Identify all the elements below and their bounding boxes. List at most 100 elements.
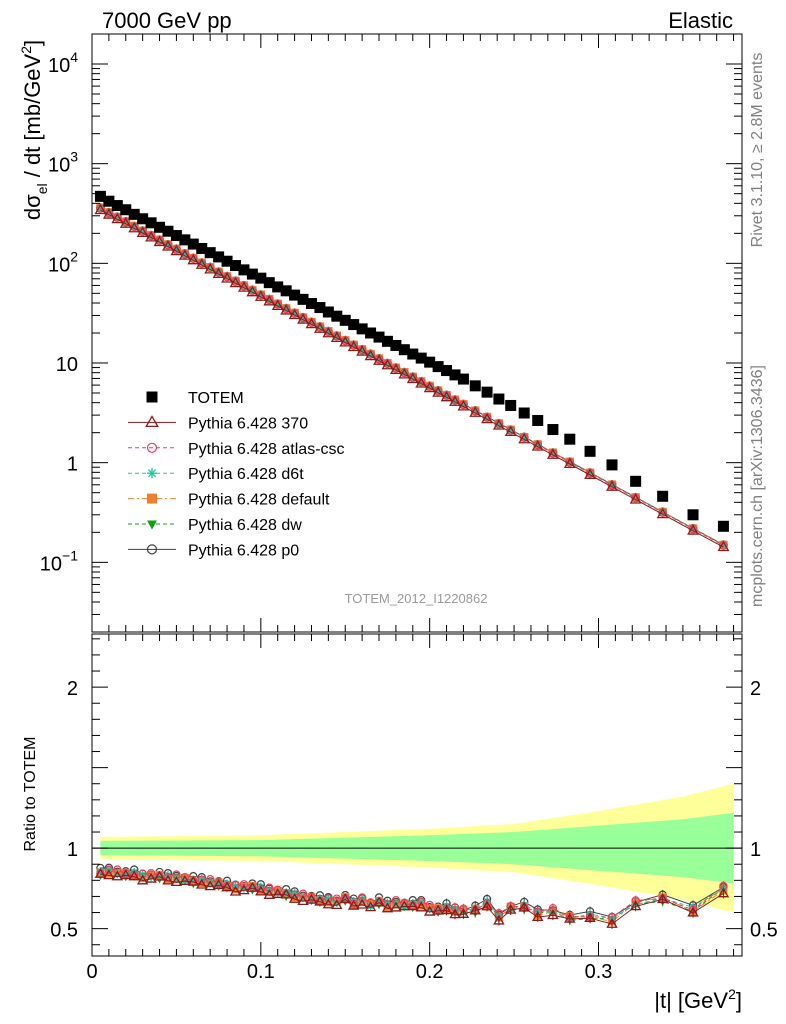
ratio-1-point (390, 901, 402, 912)
totem-point (221, 255, 233, 267)
series-3-point (482, 413, 492, 422)
ratio-1-point (204, 880, 216, 891)
x-tick-label: 0.2 (416, 961, 444, 983)
ratio-1-point (179, 874, 191, 885)
totem-point (289, 289, 301, 301)
y-tick-label: 102 (48, 248, 78, 276)
ratio-1-point (381, 902, 394, 913)
totem-point (606, 459, 618, 471)
ratio-1-point (531, 911, 544, 921)
series-1-point (254, 290, 267, 301)
totem-point (469, 380, 481, 392)
series-1-point (518, 433, 531, 444)
series-3-point (163, 240, 173, 249)
rivet-label: Rivet 3.1.10, ≥ 2.8M events (749, 53, 766, 248)
ratio-2-point (273, 885, 282, 895)
series-3-point (391, 363, 401, 373)
series-1-point (492, 419, 505, 430)
ratio-4-point (383, 902, 392, 911)
totem-point (441, 365, 453, 377)
main-y-axis-label: dσel / dt [mb/GeV2] (18, 40, 50, 220)
series-1-point (237, 281, 250, 292)
series-3-point (383, 359, 392, 368)
series-3-point (631, 493, 640, 502)
ratio-1-point (120, 869, 132, 880)
x-tick-label: 0 (86, 961, 97, 983)
series-1-point (313, 322, 326, 333)
totem-point (584, 445, 596, 457)
series-1-point (406, 372, 419, 384)
ratio-1-point (656, 893, 669, 904)
totem-point (137, 213, 149, 225)
x-axis-label: |t| [GeV2] (654, 986, 742, 1013)
series-1-point (229, 276, 242, 288)
ratio-2-point (231, 881, 240, 890)
totem-point (255, 272, 267, 284)
series-3-point (494, 419, 504, 428)
totem-point (564, 433, 576, 445)
series-1-point (187, 254, 200, 265)
ratio-1-point (518, 901, 530, 912)
legend-label: Pythia 6.428 d6t (188, 466, 304, 483)
series-1-point (469, 406, 482, 417)
totem-point (297, 293, 309, 305)
series-1-point (136, 226, 149, 237)
series-1-point (322, 327, 335, 338)
series-3-point (273, 299, 282, 309)
series-1-point (481, 412, 494, 424)
totem-point (630, 475, 642, 487)
ratio-y-tick-label: 0.5 (50, 920, 78, 942)
ratio-y-axis-label: Ratio to TOTEM (22, 737, 39, 852)
totem-point (238, 264, 250, 276)
series-1-point (457, 400, 470, 411)
ratio-1-point (314, 895, 326, 906)
series-3-point (205, 263, 215, 272)
ratio-1-point (440, 904, 453, 915)
legend-marker (146, 442, 158, 453)
totem-point (657, 490, 669, 502)
mcplots-label: mcplots.cern.ch [arXiv:1306.3436] (749, 365, 766, 607)
ratio-1-point (280, 888, 292, 899)
ratio-1-point (162, 874, 174, 885)
totem-point (481, 386, 493, 398)
ratio-1-point (111, 870, 124, 881)
series-1-point (440, 391, 453, 402)
totem-point (457, 373, 469, 385)
series-3-point (315, 322, 325, 332)
series-1-point (717, 540, 730, 552)
ratio-3-point (282, 888, 291, 897)
ratio-2-point (366, 898, 375, 907)
ratio-3-point (248, 883, 257, 892)
ratio-3-point (332, 898, 341, 907)
ratio-2-point (290, 890, 299, 899)
legend-label: Pythia 6.428 atlas-csc (188, 441, 345, 458)
series-3-point (506, 425, 515, 435)
legend-marker (145, 415, 159, 428)
ratio-1-point (297, 895, 309, 905)
series-3-point (155, 235, 164, 245)
ratio-y-tick-label: 1 (67, 839, 78, 861)
series-1-point (656, 507, 669, 519)
totem-point (145, 217, 157, 229)
ratio-1-point (481, 900, 493, 911)
series-3-point (408, 372, 417, 382)
ratio-1-point (103, 869, 115, 880)
ratio-y-tick-label-right: 1 (750, 839, 761, 861)
totem-point (505, 399, 517, 411)
totem-point (94, 190, 106, 202)
ratio-2-point (197, 875, 206, 884)
totem-point (493, 393, 505, 405)
totem-point (196, 242, 208, 254)
series-1-point (373, 354, 385, 365)
totem-point (424, 356, 436, 368)
totem-point (179, 234, 191, 246)
ratio-1-point (212, 879, 225, 890)
series-3-point (459, 400, 468, 409)
series-1-point (563, 457, 576, 469)
totem-point (154, 221, 166, 233)
legend-marker (146, 391, 158, 403)
series-1-point (504, 425, 517, 437)
totem-point (246, 268, 258, 280)
series-1-point (432, 386, 445, 397)
series-1-point (356, 345, 369, 356)
